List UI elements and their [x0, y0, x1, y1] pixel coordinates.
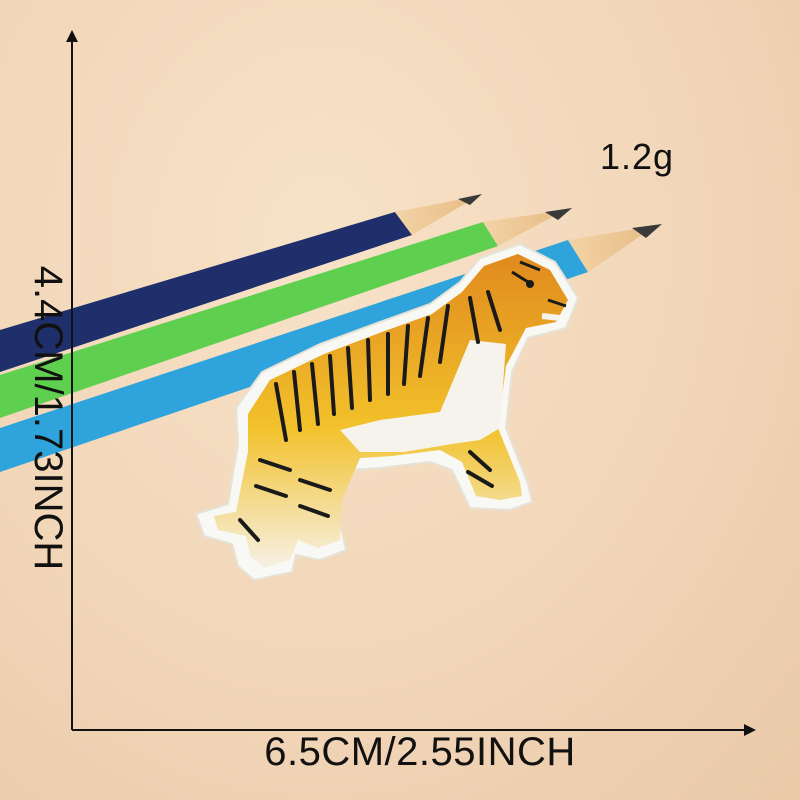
- tiger-patch: [194, 242, 580, 582]
- pencil-navy: [0, 194, 482, 372]
- height-dimension-label: 4.4CM/1.73INCH: [26, 265, 70, 571]
- width-dimension-label: 6.5CM/2.55INCH: [264, 730, 576, 774]
- pencil-green: [0, 208, 572, 418]
- weight-label: 1.2g: [600, 136, 675, 177]
